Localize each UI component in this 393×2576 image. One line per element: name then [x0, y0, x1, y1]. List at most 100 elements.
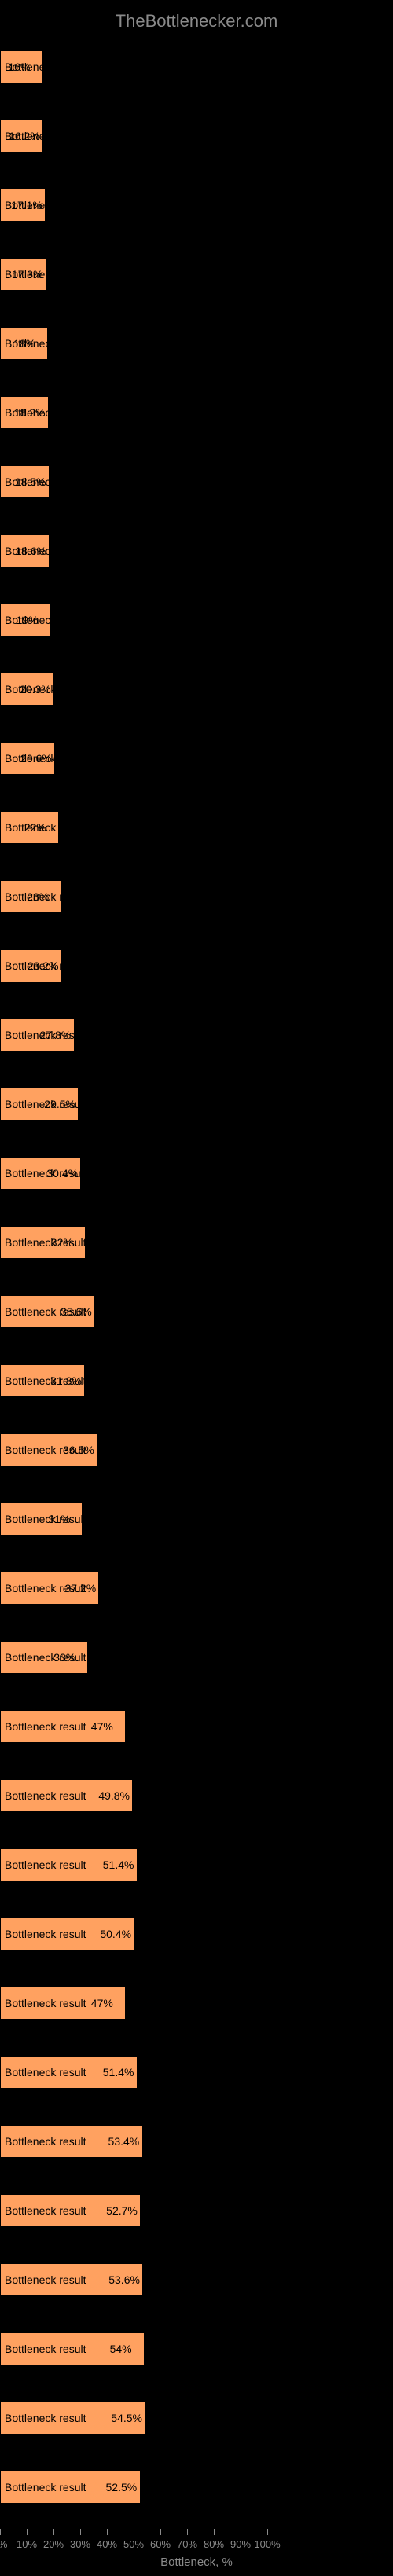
chart-bar-value: 31.8%: [50, 1374, 82, 1387]
chart-bar-value: 22%: [24, 821, 46, 834]
chart-x-tick: [187, 2529, 188, 2535]
chart-bar-value: 54.5%: [111, 2412, 142, 2424]
chart-bar-value: 36.5%: [63, 1444, 94, 1456]
chart-x-tick-label: 40%: [97, 2538, 117, 2550]
chart-bar-value: 32%: [51, 1236, 73, 1249]
chart-bar-row: Bottleneck result 54.5%: [0, 2391, 393, 2446]
chart-x-tick: [80, 2529, 81, 2535]
chart-bar-value: 27.8%: [40, 1029, 72, 1041]
chart-bar-value: 52.5%: [106, 2481, 138, 2493]
chart-bar-value: 23.2%: [28, 960, 59, 972]
chart-x-tick-label: 70%: [177, 2538, 197, 2550]
chart-bar-value: 33%: [53, 1651, 75, 1664]
chart-bar-row: Bottleneck result 47%: [0, 1976, 393, 2031]
chart-bar-row: Bottleneck result37.2%: [0, 1561, 393, 1616]
chart-bar-value: 47%: [91, 1997, 113, 2009]
chart-x-tick-label: 30%: [70, 2538, 90, 2550]
chart-bar-label: Bottleneck result: [5, 1513, 86, 1525]
chart-bar-row: Bottleneck result19%: [0, 593, 393, 648]
chart-bar-label: Bottleneck result: [5, 2135, 86, 2148]
chart-x-tick: [0, 2529, 1, 2535]
chart-bar-value: 52.7%: [106, 2204, 138, 2217]
chart-x-tick: [53, 2529, 54, 2535]
chart-bar-row: Bottleneck result32%: [0, 1215, 393, 1270]
chart-bar-value: 35.6%: [61, 1305, 92, 1318]
chart-bar-row: Bottleneck result18.6%: [0, 523, 393, 578]
chart-bar-value: 30.4%: [46, 1167, 78, 1180]
chart-bar-label: Bottleneck result: [5, 2204, 86, 2217]
chart-bar-value: 18.2%: [14, 406, 46, 419]
chart-x-tick-label: 100%: [254, 2538, 280, 2550]
chart-x-tick-label: 80%: [204, 2538, 224, 2550]
chart-bar-value: 16%: [8, 61, 30, 73]
chart-bar-row: Bottleneck result 51.4%: [0, 1837, 393, 1892]
chart-x-tick-label: 10%: [17, 2538, 37, 2550]
chart-bar-label: Bottleneck result: [5, 1236, 86, 1249]
chart-bar-value: 18%: [13, 337, 35, 350]
chart-bar-row: Bottleneck result16.2%: [0, 108, 393, 163]
chart-bar-value: 51.4%: [103, 1859, 134, 1871]
chart-bar-label: Bottleneck result: [5, 2343, 86, 2355]
chart-x-tick: [107, 2529, 108, 2535]
chart-bar-row: Bottleneck result 54%: [0, 2321, 393, 2376]
chart-bar-row: Bottleneck result 50.4%: [0, 1906, 393, 1961]
chart-bar-value: 53.4%: [108, 2135, 140, 2148]
chart-bar-label: Bottleneck result: [5, 1789, 86, 1802]
chart-bar-value: 23%: [27, 890, 49, 903]
chart-x-tick-label: 90%: [230, 2538, 251, 2550]
chart-bar-row: Bottleneck result31%: [0, 1492, 393, 1547]
page-header: TheBottlenecker.com: [0, 0, 393, 39]
chart-bar-row: Bottleneck result29.5%: [0, 1077, 393, 1132]
chart-bar-value: 47%: [91, 1720, 113, 1733]
chart-x-axis-title: Bottleneck, %: [160, 2556, 233, 2569]
chart-x-tick-label: 0%: [0, 2538, 7, 2550]
chart-bar-value: 49.8%: [98, 1789, 130, 1802]
chart-bar-value: 18.6%: [15, 545, 46, 557]
chart-bar-value: 16.2%: [9, 130, 40, 142]
chart-bar-label: Bottleneck result: [5, 2066, 86, 2079]
chart-bar-row: Bottleneck result22%: [0, 800, 393, 855]
chart-x-tick-label: 60%: [150, 2538, 171, 2550]
chart-bar-label: Bottleneck result: [5, 2412, 86, 2424]
chart-x-tick-label: 50%: [123, 2538, 144, 2550]
chart-bar-row: Bottleneck result27.8%: [0, 1007, 393, 1062]
chart-bar-value: 51.4%: [103, 2066, 134, 2079]
chart-bar-label: Bottleneck result: [5, 1859, 86, 1871]
chart-bar-value: 50.4%: [100, 1928, 131, 1940]
chart-x-axis: 0% 10% 20% 30% 40% 50% 60% 70% 80% 90%100% Bottlen…: [0, 2529, 393, 2576]
chart-x-tick-label: 20%: [43, 2538, 64, 2550]
chart-bar-row: Bottleneck result23.2%: [0, 938, 393, 993]
chart-bar-row: Bottleneck result36.5%: [0, 1422, 393, 1477]
chart-bar-value: 17.1%: [11, 199, 42, 211]
chart-bar-row: Bottleneck result30.4%: [0, 1146, 393, 1201]
chart-bar-value: 20.6%: [20, 752, 52, 765]
chart-bar-value: 54%: [110, 2343, 132, 2355]
chart-bar-row: Bottleneck result31.8%: [0, 1353, 393, 1408]
chart-bar-row: Bottleneck result35.6%: [0, 1284, 393, 1339]
chart-bar-label: Bottleneck result: [5, 1928, 86, 1940]
chart-bar-row: Bottleneck result20.6%: [0, 731, 393, 786]
chart-bar-row: Bottleneck result 53.4%: [0, 2114, 393, 2169]
chart-bar-value: 37.2%: [64, 1582, 96, 1594]
chart-bar-value: 53.6%: [108, 2273, 140, 2286]
site-title: TheBottlenecker.com: [0, 11, 393, 31]
chart-bar-row: Bottleneck result33%: [0, 1630, 393, 1685]
chart-bar-row: Bottleneck result18.5%: [0, 454, 393, 509]
chart-bar-row: Bottleneck result 52.7%: [0, 2183, 393, 2238]
chart-bar-row: Bottleneck result23%: [0, 869, 393, 924]
chart-bar-value: 17.3%: [12, 268, 43, 281]
chart-bar-row: Bottleneck result17.3%: [0, 247, 393, 302]
chart-bar-row: Bottleneck result 49.8%: [0, 1768, 393, 1823]
chart-bar-label: Bottleneck result: [5, 2481, 86, 2493]
chart-x-tick: [267, 2529, 268, 2535]
chart-bar-value: 20.3%: [20, 683, 51, 695]
chart-bar-value: 19%: [17, 614, 39, 626]
chart-bar-row: Bottleneck result47%: [0, 1699, 393, 1754]
chart-bar-row: Bottleneck result17.1%: [0, 178, 393, 233]
chart-bar-label: Bottleneck result: [5, 1997, 86, 2009]
chart-bar-row: Bottleneck result20.3%: [0, 662, 393, 717]
chart-bar-row: Bottleneck result18.2%: [0, 385, 393, 440]
chart-bar-row: Bottleneck result18%: [0, 316, 393, 371]
chart-bar-row: Bottleneck result 52.5%: [0, 2460, 393, 2515]
chart-bar-row: Bottleneck result53.6%: [0, 2252, 393, 2307]
